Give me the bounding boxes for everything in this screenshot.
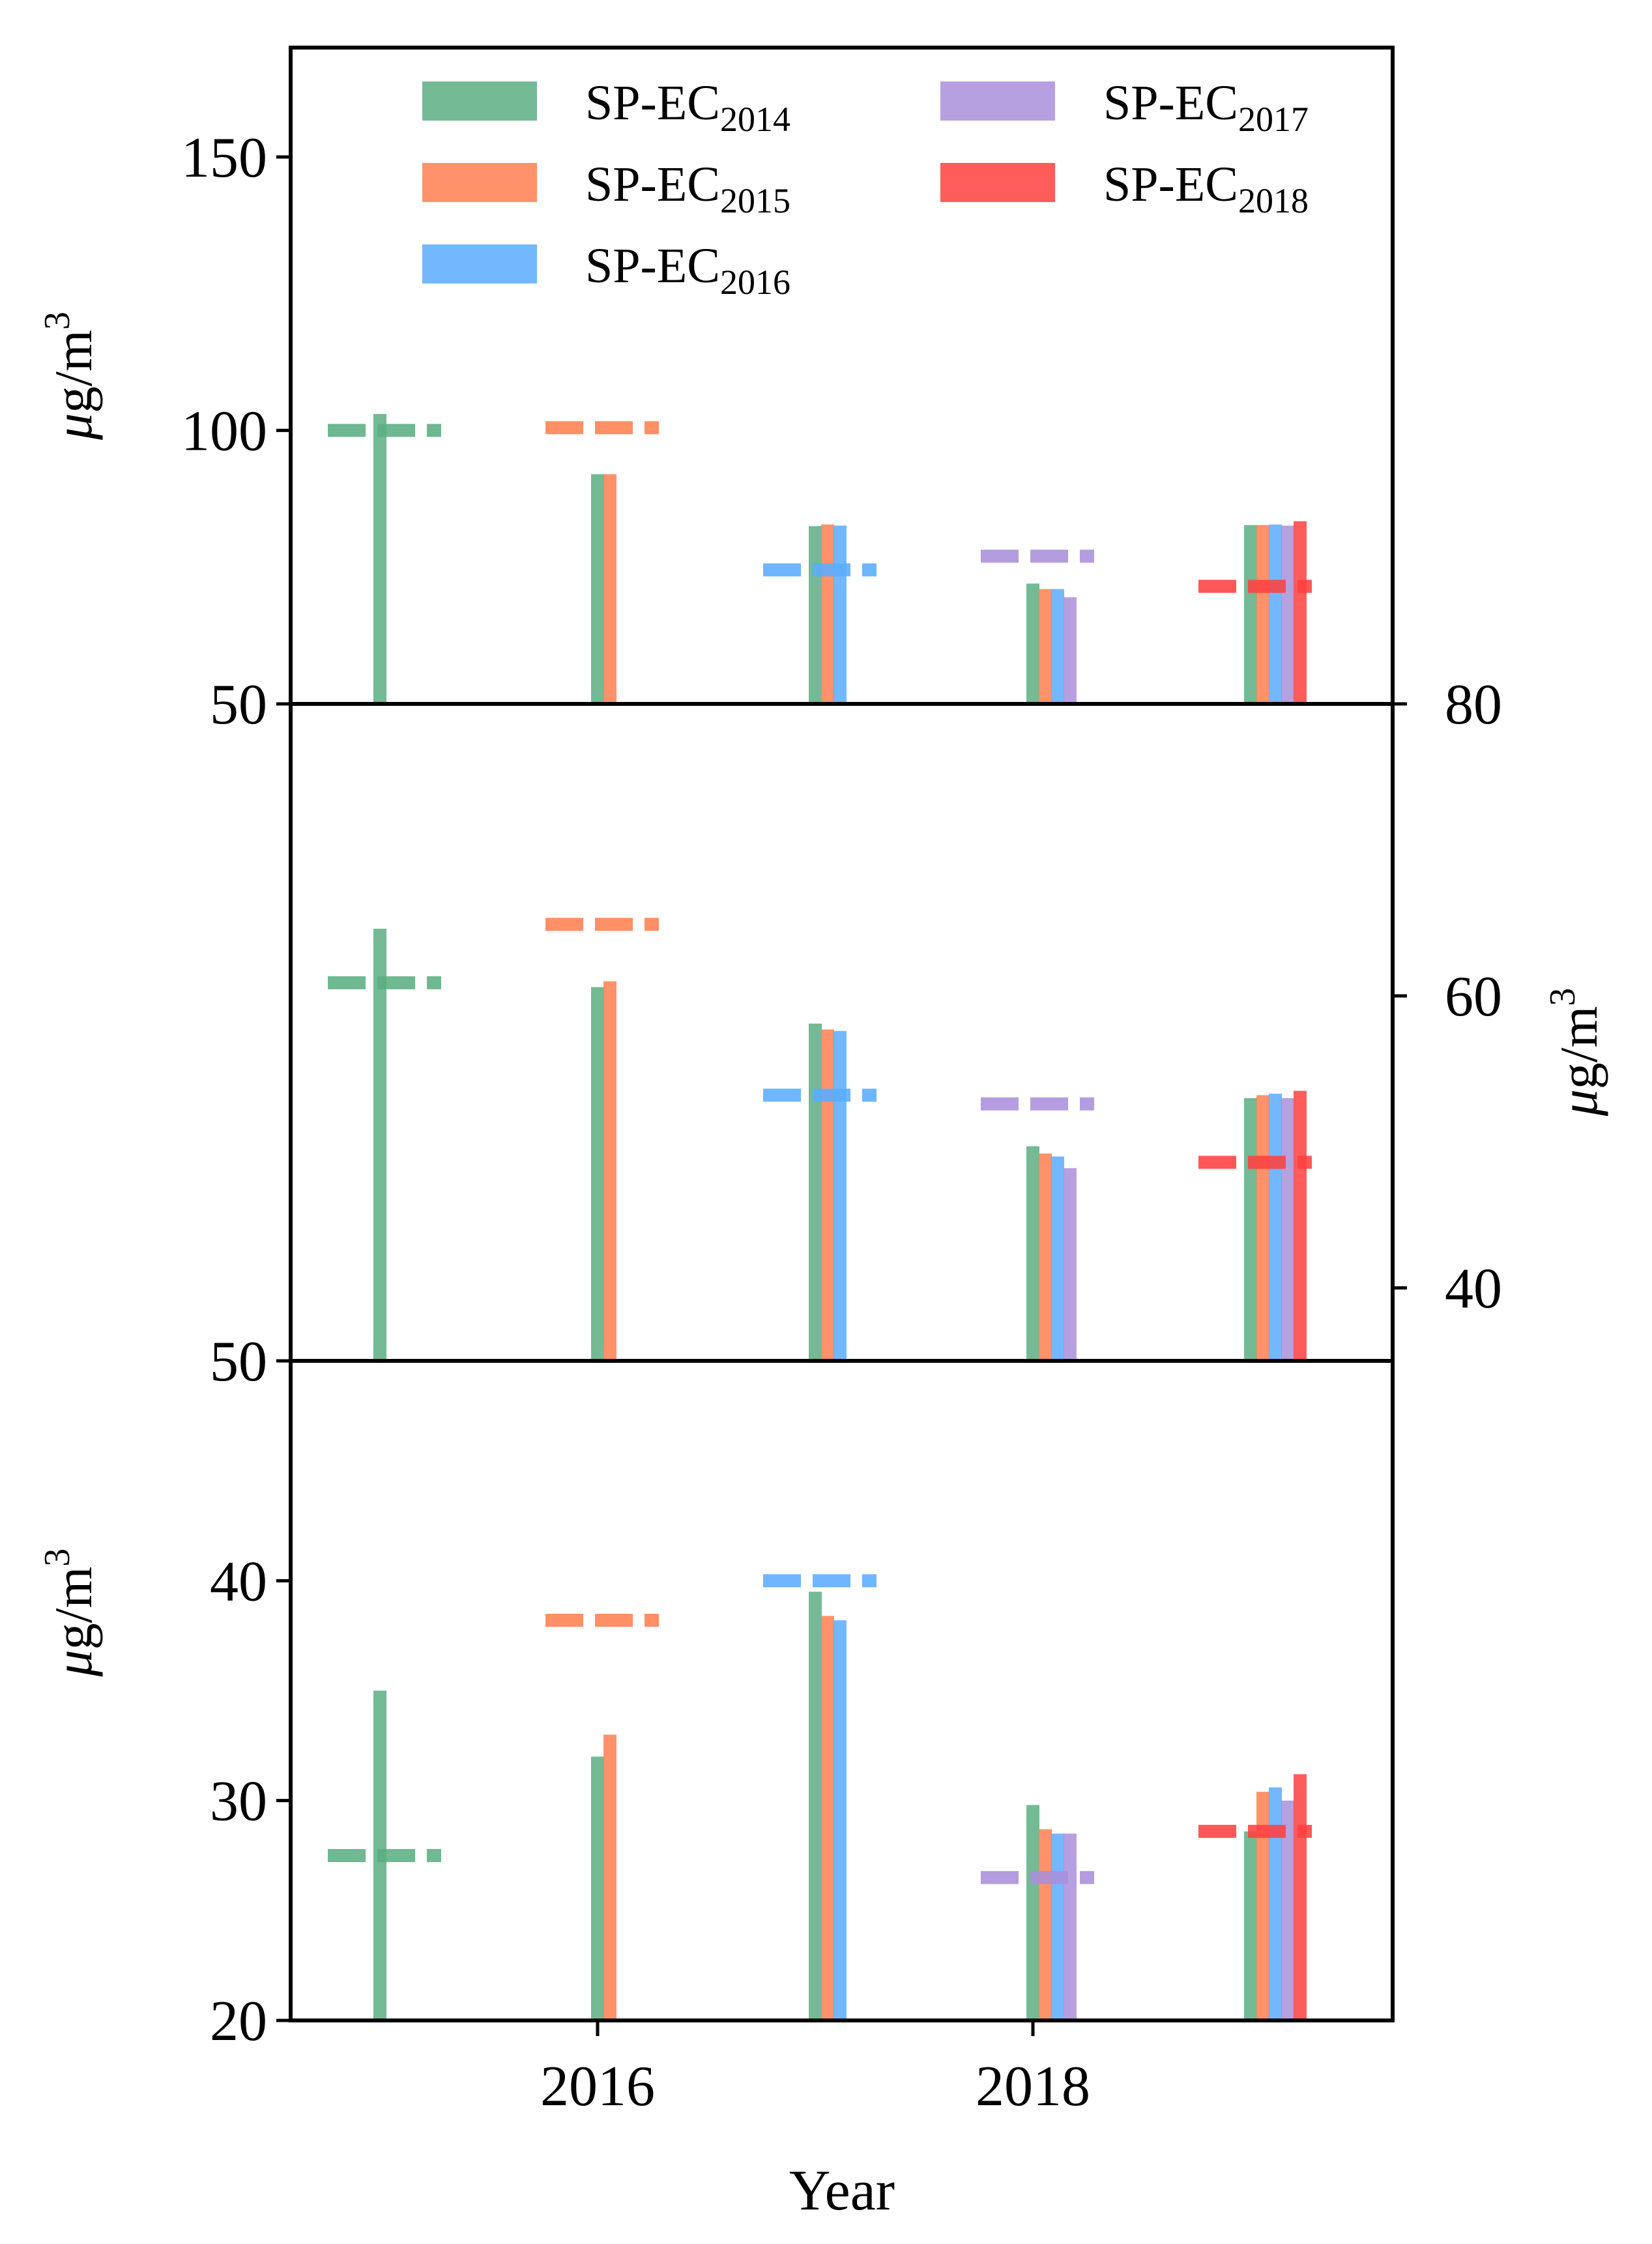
bar-bottom-2019-sp-ec2017	[1281, 1800, 1294, 2020]
bar-bottom-2016-sp-ec2014	[591, 1756, 604, 2020]
bar-top-2019-sp-ec2017	[1281, 525, 1294, 704]
bar-top-2018-sp-ec2017	[1064, 597, 1077, 704]
bar-middle-2015-sp-ec2014	[373, 928, 386, 1361]
bar-bottom-2019-sp-ec2018	[1294, 1774, 1307, 2020]
bar-top-2018-sp-ec2014	[1026, 583, 1039, 704]
bar-top-2019-sp-ec2016	[1269, 524, 1282, 704]
y-tick-label-bottom-30: 30	[210, 1770, 267, 1833]
legend-item-2015: SP-EC2015	[422, 157, 790, 220]
bar-middle-2019-sp-ec2017	[1281, 1098, 1294, 1361]
y-axis-label-bottom: μg/m3	[37, 1549, 103, 1678]
legend-item-2016: SP-EC2016	[422, 239, 790, 302]
legend-swatch-2017	[940, 81, 1055, 121]
bar-middle-2017-sp-ec2016	[833, 1030, 847, 1361]
y-axis-label-middle: μg/m3	[1543, 988, 1608, 1117]
bar-middle-2018-sp-ec2016	[1051, 1156, 1064, 1361]
axes-frames: 2016 2018	[289, 46, 1395, 2118]
y-tick-label-bottom-20: 20	[210, 1990, 267, 2053]
bar-top-2018-sp-ec2015	[1039, 589, 1052, 704]
panel-top: 50 100 150 μg/m3	[37, 126, 1329, 736]
bar-top-2019-sp-ec2014	[1244, 525, 1257, 704]
legend-swatch-2014	[422, 81, 537, 121]
bar-middle-2017-sp-ec2015	[821, 1029, 834, 1361]
bar-bottom-2019-sp-ec2016	[1269, 1787, 1282, 2020]
legend-label-2018: SP-EC2018	[1103, 157, 1309, 220]
y-tick-label-top-50: 50	[210, 673, 267, 736]
bar-middle-2019-sp-ec2018	[1294, 1090, 1307, 1361]
bar-middle-2018-sp-ec2017	[1064, 1168, 1077, 1361]
legend-label-2015: SP-EC2015	[585, 157, 790, 220]
legend-item-2014: SP-EC2014	[422, 76, 790, 139]
bar-middle-2017-sp-ec2014	[809, 1023, 822, 1361]
bar-middle-2016-sp-ec2015	[603, 981, 616, 1361]
y-tick-label-bottom-40: 40	[210, 1550, 267, 1613]
x-axis-label: Year	[789, 2159, 895, 2222]
bar-middle-2018-sp-ec2015	[1039, 1153, 1052, 1361]
legend-label-2014: SP-EC2014	[585, 76, 790, 139]
bar-top-2015-sp-ec2014	[373, 414, 386, 704]
legend-swatch-2016	[422, 244, 537, 284]
bar-top-2017-sp-ec2014	[809, 526, 822, 704]
x-tick-label-2016: 2016	[540, 2055, 655, 2118]
bar-middle-2016-sp-ec2014	[591, 987, 604, 1361]
bar-bottom-2017-sp-ec2016	[833, 1620, 847, 2020]
legend: SP-EC2014 SP-EC2015 SP-EC2016 SP-EC2017 SP-E…	[422, 76, 1309, 302]
bar-middle-2018-sp-ec2014	[1026, 1146, 1039, 1361]
bar-bottom-2018-sp-ec2017	[1064, 1833, 1077, 2020]
legend-item-2018: SP-EC2018	[940, 157, 1309, 220]
bar-top-2019-sp-ec2018	[1294, 521, 1307, 704]
bar-bottom-2016-sp-ec2015	[603, 1734, 616, 2020]
legend-swatch-2015	[422, 163, 537, 202]
bar-top-2017-sp-ec2015	[821, 524, 834, 704]
bar-middle-2019-sp-ec2014	[1244, 1098, 1257, 1361]
legend-item-2017: SP-EC2017	[940, 76, 1309, 139]
bar-bottom-2019-sp-ec2014	[1244, 1831, 1257, 2020]
legend-label-2016: SP-EC2016	[585, 239, 790, 302]
y-axis-label-top: μg/m3	[37, 312, 103, 441]
panel-middle: 40 60 80 50 μg/m3	[210, 673, 1608, 1393]
y-tick-label-middle-40: 40	[1445, 1257, 1502, 1320]
y-tick-label-top-100: 100	[181, 400, 267, 463]
y-tick-label-top-150: 150	[181, 126, 267, 190]
bar-top-2018-sp-ec2016	[1051, 589, 1064, 704]
y-tick-label-middle-left-50: 50	[210, 1330, 267, 1393]
legend-label-2017: SP-EC2017	[1103, 76, 1309, 139]
panel-bottom: 20 30 40 50 μg/m3	[37, 1330, 1329, 2053]
bar-top-2016-sp-ec2014	[591, 474, 604, 704]
bar-top-2019-sp-ec2015	[1256, 525, 1269, 704]
bar-bottom-2018-sp-ec2015	[1039, 1829, 1052, 2020]
axes-frame-bottom	[289, 1359, 1395, 2022]
bar-bottom-2017-sp-ec2014	[809, 1592, 822, 2020]
bar-bottom-2019-sp-ec2015	[1256, 1792, 1269, 2020]
bar-top-2016-sp-ec2015	[603, 474, 616, 704]
x-tick-label-2018: 2018	[976, 2055, 1090, 2118]
y-tick-label-middle-80: 80	[1445, 673, 1502, 736]
bar-bottom-2018-sp-ec2016	[1051, 1833, 1064, 2020]
y-tick-label-middle-60: 60	[1445, 965, 1502, 1028]
bar-bottom-2018-sp-ec2014	[1026, 1805, 1039, 2020]
bar-middle-2019-sp-ec2015	[1256, 1095, 1269, 1361]
legend-swatch-2018	[940, 163, 1055, 202]
bar-top-2017-sp-ec2016	[833, 525, 847, 704]
bar-middle-2019-sp-ec2016	[1269, 1094, 1282, 1361]
y-tick-label-bottom-50: 50	[210, 1330, 267, 1393]
bar-bottom-2017-sp-ec2015	[821, 1616, 834, 2020]
